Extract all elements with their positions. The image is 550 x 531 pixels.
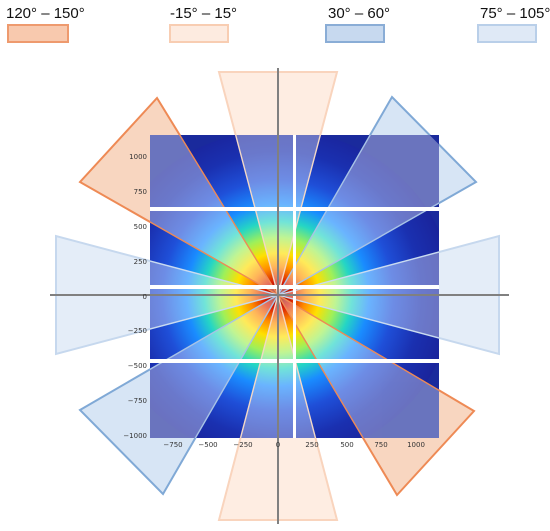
sector-edge bbox=[277, 294, 364, 438]
legend-swatch bbox=[7, 24, 69, 43]
sector-edge bbox=[194, 294, 279, 438]
sector-edge bbox=[277, 202, 439, 296]
legend-label: 30° – 60° bbox=[328, 5, 390, 22]
sector-overlay bbox=[278, 135, 439, 295]
x-tick-labels: −750 −500 −250 0 250 500 750 1000 bbox=[163, 441, 425, 449]
legend-swatch bbox=[325, 24, 385, 43]
y-tick-labels: 1000 750 500 250 0 −250 −500 −750 −1000 bbox=[123, 153, 147, 440]
y-tick-label: −250 bbox=[128, 327, 147, 335]
gap-vertical bbox=[293, 135, 296, 438]
x-tick-label: 250 bbox=[305, 441, 318, 449]
y-tick-label: 250 bbox=[134, 258, 147, 266]
legend-label: 75° – 105° bbox=[480, 5, 550, 22]
x-tick-label: −250 bbox=[233, 441, 252, 449]
sector-edge bbox=[239, 294, 279, 438]
sector-overlay bbox=[278, 295, 439, 438]
sector-edge bbox=[277, 294, 439, 392]
y-tick-label: 750 bbox=[134, 188, 147, 196]
x-tick-label: 0 bbox=[276, 441, 280, 449]
legend: 120° – 150° -15° – 15° 30° – 60° 75° – 1… bbox=[6, 5, 550, 43]
legend-label: -15° – 15° bbox=[170, 5, 237, 22]
x-tick-label: 1000 bbox=[407, 441, 425, 449]
legend-item-120-150: 120° – 150° bbox=[6, 5, 85, 43]
y-tick-label: 500 bbox=[134, 223, 147, 231]
sector-edge bbox=[178, 135, 279, 296]
sector-edge bbox=[234, 135, 279, 296]
sector-edge bbox=[150, 221, 279, 296]
detector-image bbox=[150, 135, 439, 438]
y-tick-label: −500 bbox=[128, 362, 147, 370]
sector-edge bbox=[277, 135, 322, 296]
sector-edge bbox=[150, 294, 279, 371]
y-tick-label: −1000 bbox=[123, 432, 147, 440]
legend-item-30-60: 30° – 60° bbox=[325, 5, 390, 43]
sector-overlay bbox=[150, 135, 278, 295]
sector-edge bbox=[277, 294, 439, 339]
sector-overlay bbox=[150, 295, 278, 438]
x-tick-label: −750 bbox=[163, 441, 182, 449]
crosshair-axes bbox=[50, 68, 509, 524]
x-tick-label: −500 bbox=[198, 441, 217, 449]
legend-swatch bbox=[169, 24, 229, 43]
y-tick-label: −750 bbox=[128, 397, 147, 405]
legend-item-neg15-15: -15° – 15° bbox=[169, 5, 237, 43]
legend-swatch bbox=[477, 24, 537, 43]
detector-gaps bbox=[150, 135, 439, 438]
sector-edge bbox=[277, 135, 371, 296]
x-tick-label: 500 bbox=[340, 441, 353, 449]
legend-label: 120° – 150° bbox=[6, 5, 85, 22]
sector-edge bbox=[277, 294, 317, 438]
x-tick-label: 750 bbox=[374, 441, 387, 449]
y-tick-label: 1000 bbox=[129, 153, 147, 161]
y-tick-label: 0 bbox=[143, 293, 147, 301]
sector-edge bbox=[150, 294, 279, 330]
legend-item-75-105: 75° – 105° bbox=[477, 5, 550, 43]
